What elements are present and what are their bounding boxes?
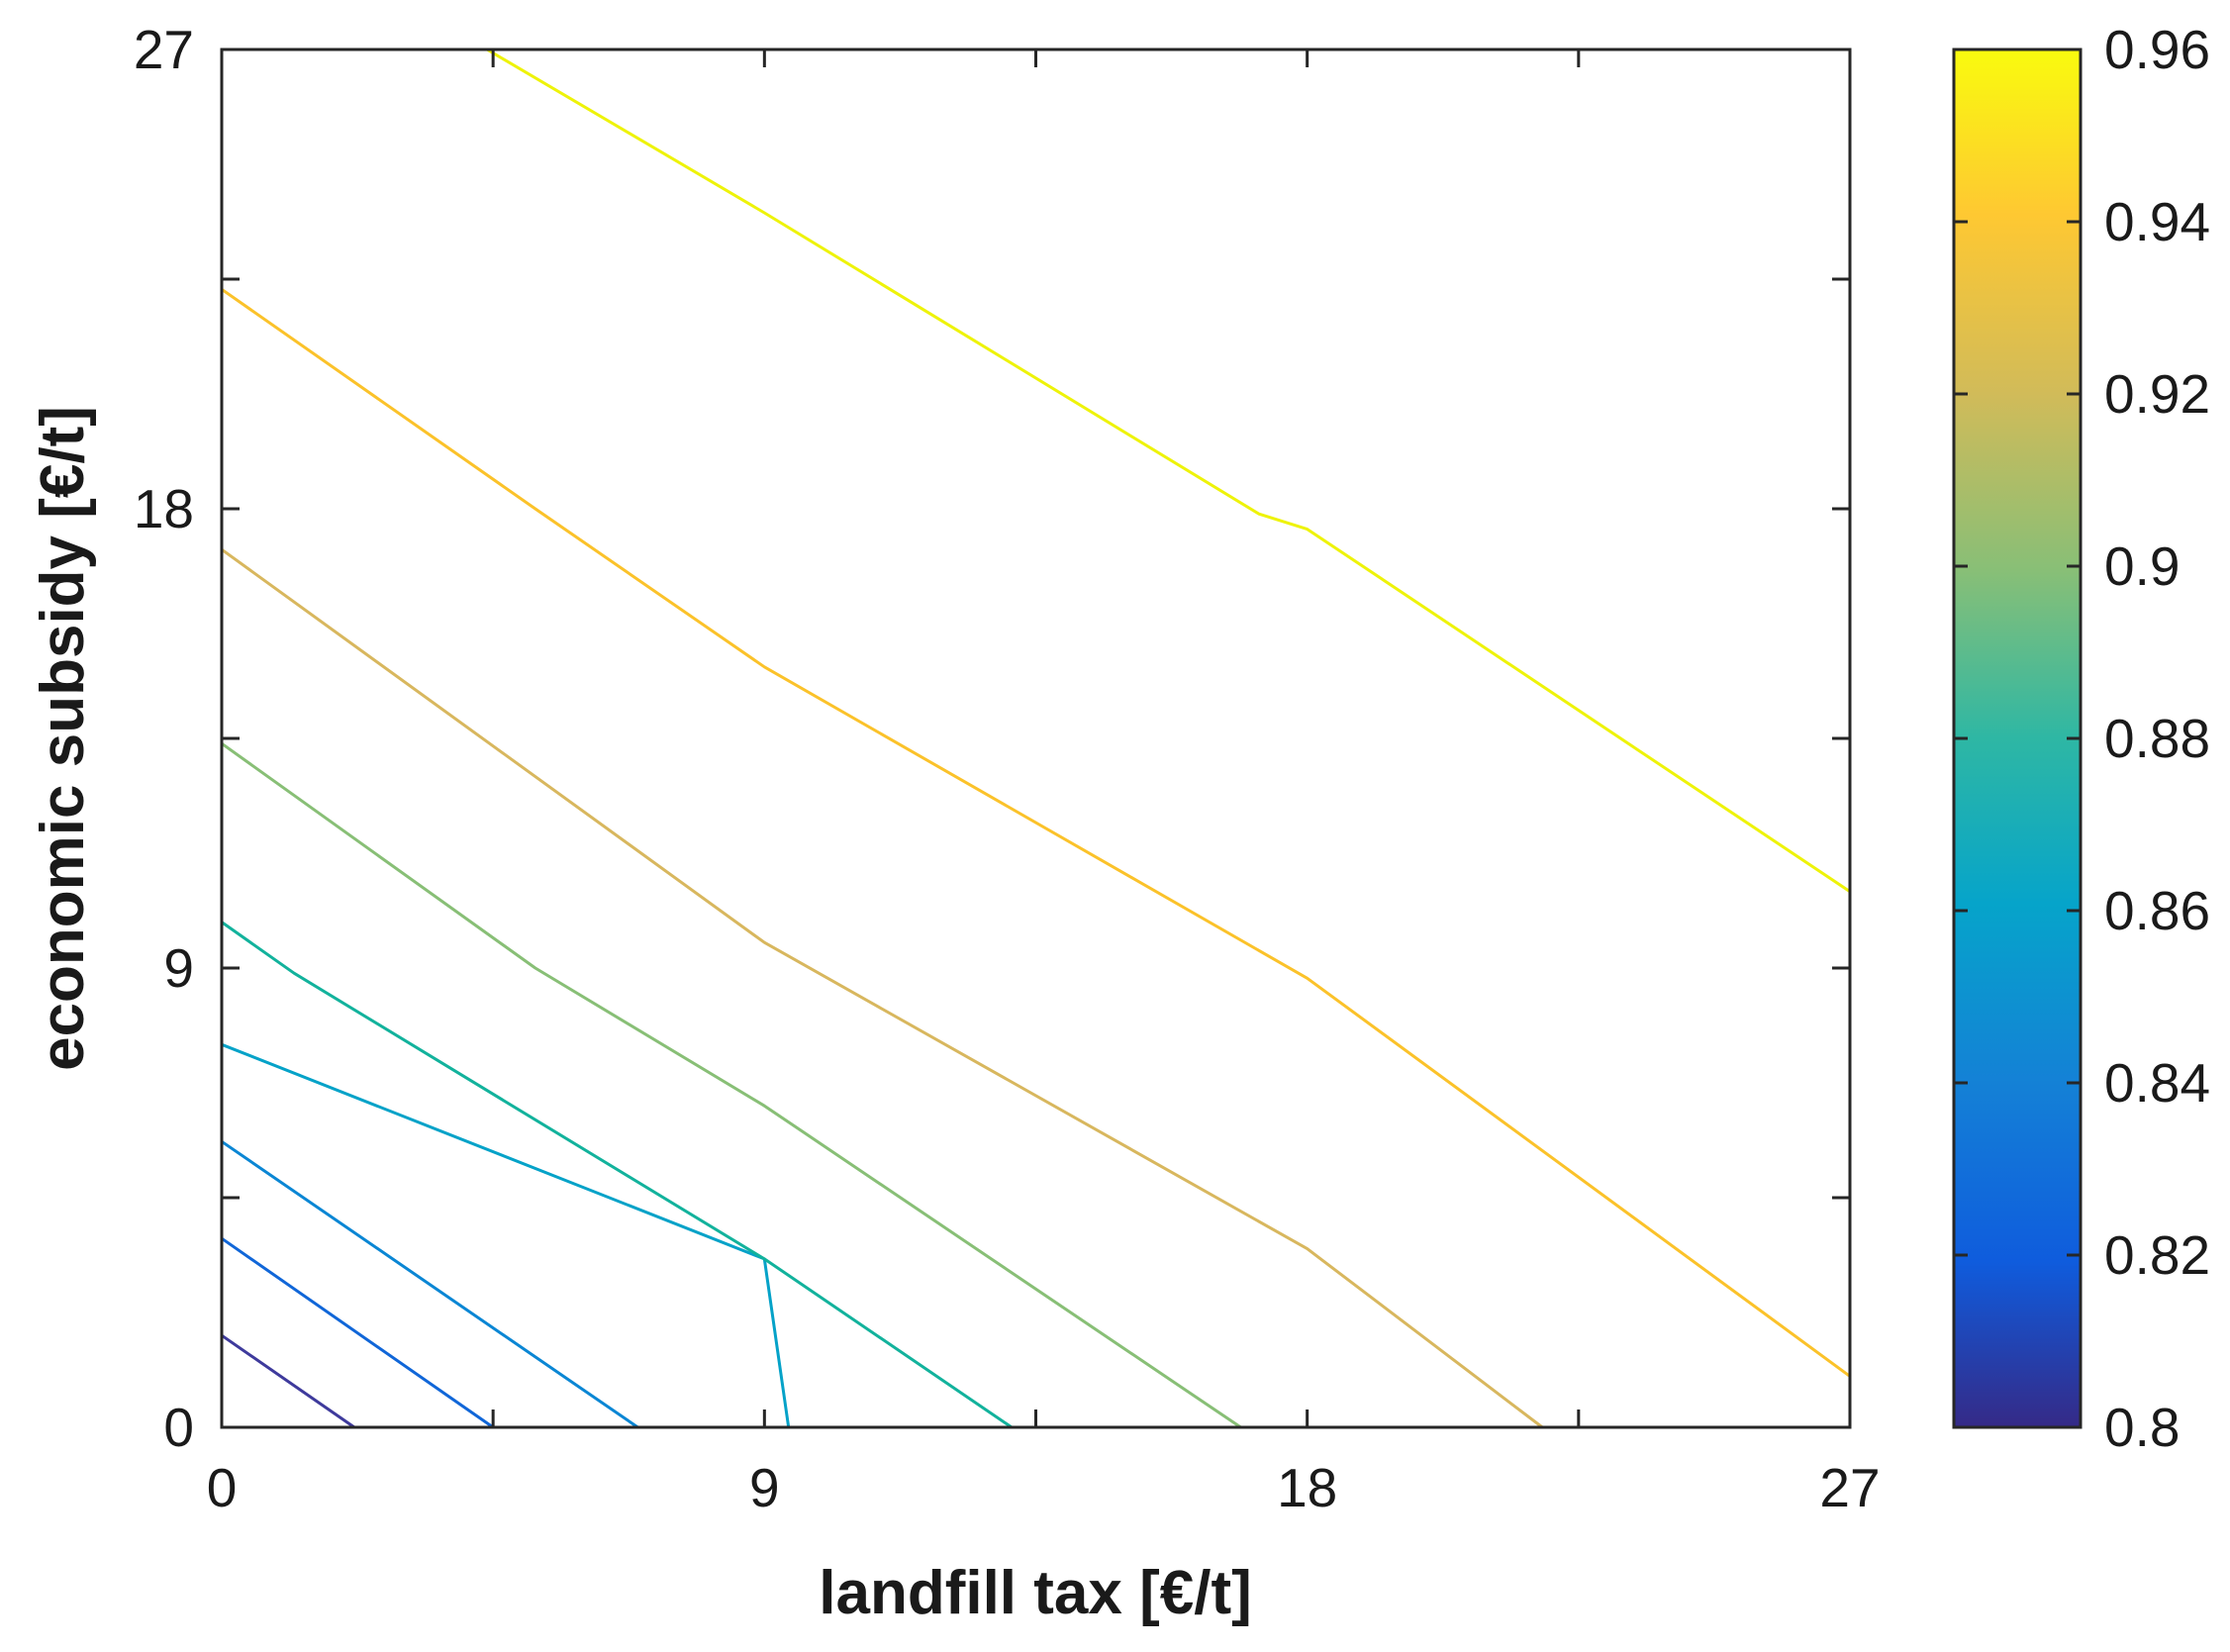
- x-tick-label: 18: [1277, 1457, 1337, 1518]
- x-tick-label: 0: [207, 1457, 238, 1518]
- contour-lines: [221, 48, 1851, 1429]
- colorbar: [1954, 49, 2081, 1427]
- colorbar-tick-label: 0.86: [2104, 880, 2210, 941]
- contour-line-0_91: [221, 741, 1242, 1429]
- colorbar-tick-label: 0.96: [2104, 19, 2210, 80]
- colorbar-tick-label: 0.8: [2104, 1397, 2180, 1458]
- contour-line-0_83: [221, 1236, 495, 1429]
- contour-line-0_81: [221, 1333, 355, 1429]
- y-tick-label: 9: [163, 937, 194, 999]
- axis-tick-labels: 0 9 18 27 0 9 18 27: [134, 19, 1881, 1518]
- contour-line-0_96: [486, 48, 1851, 893]
- y-tick-label: 0: [163, 1397, 194, 1458]
- contour-line-0_94: [221, 288, 1851, 1378]
- contour-line-0_85: [221, 1140, 639, 1429]
- colorbar-tick-label: 0.82: [2104, 1224, 2210, 1286]
- colorbar-tick-label: 0.94: [2104, 191, 2210, 252]
- colorbar-tick-label: 0.88: [2104, 708, 2210, 769]
- y-tick-label: 18: [134, 478, 194, 539]
- colorbar-tick-label: 0.9: [2104, 535, 2180, 597]
- contour-line-0_89: [221, 921, 1013, 1429]
- axis-ticks: [220, 48, 1852, 1429]
- colorbar-ticks: 0.8 0.82 0.84 0.86 0.88 0.9 0.92 0.94 0.96: [1954, 19, 2210, 1458]
- x-tick-label: 27: [1819, 1457, 1880, 1518]
- colorbar-tick-label: 0.84: [2104, 1052, 2210, 1114]
- y-tick-label: 27: [134, 19, 194, 80]
- colorbar-tick-label: 0.92: [2104, 363, 2210, 425]
- plot-area: [222, 49, 1850, 1427]
- contour-line-0_93: [221, 547, 1544, 1429]
- x-tick-label: 9: [749, 1457, 780, 1518]
- x-axis-label: landfill tax [€/t]: [819, 1559, 1251, 1627]
- y-axis-label: economic subsidy [€/t]: [29, 406, 97, 1071]
